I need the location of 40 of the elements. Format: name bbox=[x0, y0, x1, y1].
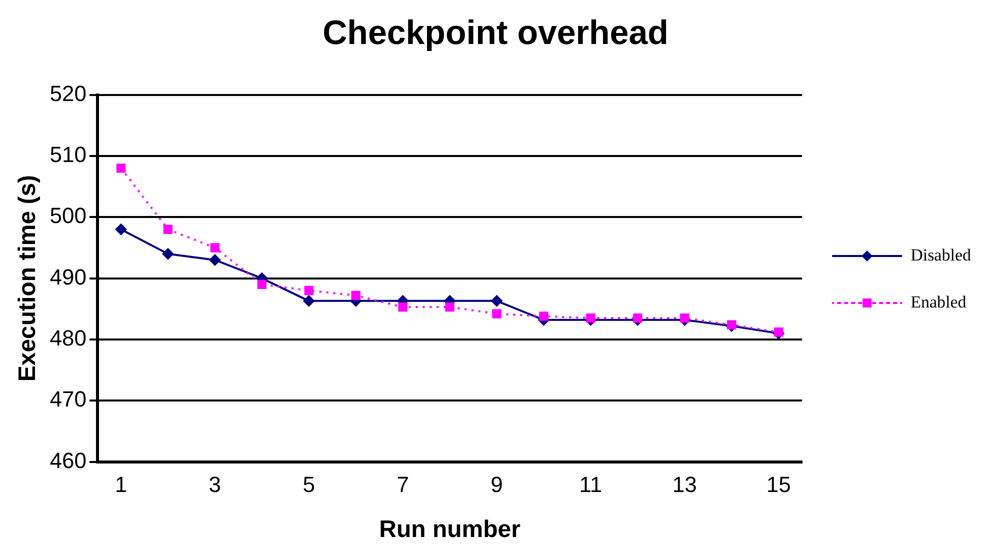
point bbox=[727, 320, 736, 330]
point bbox=[351, 290, 360, 300]
point bbox=[163, 224, 173, 234]
legend-label: Disabled bbox=[910, 245, 972, 264]
y-tick-label: 490 bbox=[50, 264, 87, 290]
point bbox=[539, 312, 548, 321]
y-tick-label: 460 bbox=[50, 448, 87, 473]
point bbox=[398, 302, 408, 312]
x-tick-label: 13 bbox=[672, 472, 697, 498]
point bbox=[162, 248, 174, 260]
point bbox=[774, 328, 784, 337]
x-tick-label: 11 bbox=[579, 472, 602, 498]
point bbox=[586, 313, 596, 323]
point bbox=[492, 309, 502, 318]
point bbox=[208, 254, 221, 266]
y-axis-title: Execution time (s) bbox=[14, 174, 42, 382]
point bbox=[680, 313, 690, 323]
point bbox=[210, 243, 220, 252]
x-tick-label: 3 bbox=[208, 472, 222, 498]
point bbox=[257, 280, 266, 290]
point bbox=[116, 164, 126, 173]
y-tick-label: 480 bbox=[50, 326, 87, 351]
y-tick-label: 500 bbox=[50, 203, 87, 228]
x-tick-label: 1 bbox=[114, 472, 128, 498]
x-tick-label: 15 bbox=[766, 472, 791, 498]
point bbox=[114, 223, 127, 236]
chart-title: Checkpoint overhead bbox=[322, 14, 668, 52]
y-tick-label: 510 bbox=[50, 142, 87, 168]
x-tick-label: 5 bbox=[302, 472, 315, 498]
x-axis-title: Run number bbox=[379, 516, 520, 544]
point bbox=[445, 302, 454, 312]
y-tick-label: 470 bbox=[50, 386, 87, 412]
x-tick-label: 7 bbox=[396, 472, 409, 498]
point bbox=[302, 294, 315, 307]
point bbox=[304, 286, 314, 296]
point bbox=[633, 313, 642, 323]
point bbox=[490, 294, 503, 307]
y-tick-label: 520 bbox=[50, 80, 87, 106]
x-tick-label: 9 bbox=[490, 472, 503, 498]
legend-label: Enabled bbox=[910, 292, 967, 312]
